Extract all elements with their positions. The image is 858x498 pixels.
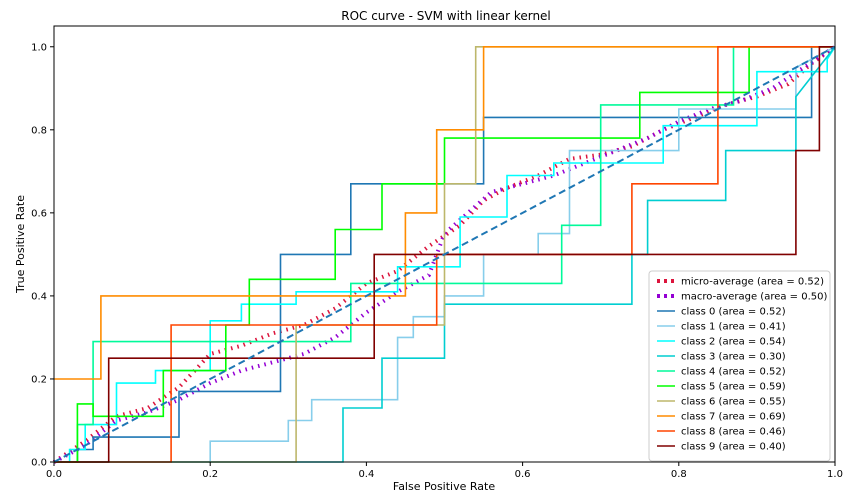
y-tick-label: 1.0: [31, 42, 47, 53]
y-axis-label: True Positive Rate: [14, 195, 27, 294]
x-tick-label: 0.8: [671, 469, 687, 480]
legend-entry-label: class 4 (area = 0.52): [681, 367, 786, 378]
chart-title: ROC curve - SVM with linear kernel: [341, 9, 551, 23]
x-tick-label: 0.6: [515, 469, 531, 480]
legend-entry-label: class 9 (area = 0.40): [681, 442, 786, 453]
y-tick-label: 0.2: [31, 374, 47, 385]
legend-entry-label: micro-average (area = 0.52): [681, 277, 824, 288]
series-line-micro-average: [52, 45, 837, 464]
legend-entry-label: class 1 (area = 0.41): [681, 322, 786, 333]
y-tick-label: 0.0: [31, 458, 47, 469]
legend-entry-label: class 2 (area = 0.54): [681, 337, 786, 348]
series-line-class-9: [54, 45, 835, 463]
series-line-class-2: [54, 46, 836, 463]
x-tick-label: 0.0: [46, 469, 62, 480]
x-tick-label: 0.2: [202, 469, 218, 480]
y-tick-label: 0.8: [31, 125, 47, 136]
y-tick-label: 0.6: [31, 208, 47, 219]
series-line-class-3: [54, 46, 836, 463]
y-axis: 0.0 0.2 0.4 0.6 0.8 1.0: [31, 42, 54, 469]
x-axis: 0.0 0.2 0.4 0.6 0.8 1.0: [46, 462, 843, 480]
legend-box: [648, 270, 831, 462]
x-tick-label: 1.0: [827, 469, 843, 480]
legend-entry-label: class 6 (area = 0.55): [681, 397, 786, 408]
series-line-class-5: [54, 45, 835, 463]
legend-entry-label: class 8 (area = 0.46): [681, 427, 786, 438]
legend: micro-average (area = 0.52) macro-average…: [648, 270, 831, 462]
diagonal-reference-line: [53, 45, 836, 463]
legend-entry-label: class 0 (area = 0.52): [681, 307, 786, 318]
y-tick-label: 0.4: [31, 291, 47, 302]
plot-frame: [53, 25, 836, 463]
series-layer: [52, 45, 837, 464]
legend-entry-label: class 3 (area = 0.30): [681, 352, 786, 363]
x-tick-label: 0.4: [358, 469, 374, 480]
legend-entry-label: class 5 (area = 0.59): [681, 382, 786, 393]
plot-area: [52, 25, 837, 464]
x-axis-label: False Positive Rate: [393, 480, 495, 493]
legend-entry-label: macro-average (area = 0.50): [681, 292, 827, 303]
legend-entry-label: class 7 (area = 0.69): [681, 412, 786, 423]
series-line-class-7: [54, 45, 835, 380]
